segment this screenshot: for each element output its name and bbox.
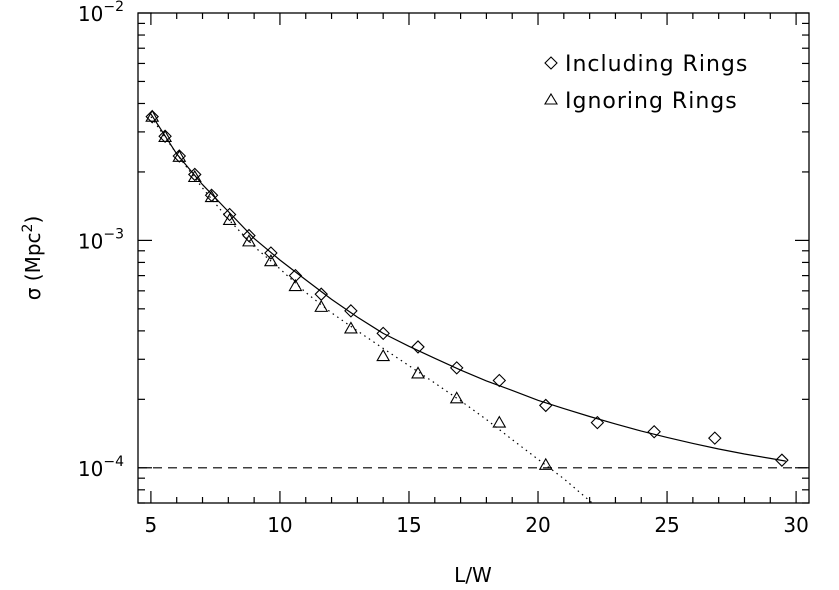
ignoring-rings-point	[449, 391, 464, 404]
including-rings-point	[264, 246, 278, 260]
legend-label-ignoring-rings: Ignoring Rings	[565, 89, 738, 114]
including-rings-point	[145, 109, 159, 124]
including-rings-point	[376, 326, 390, 341]
plot-frame	[137, 12, 810, 504]
x-tick-label: 30	[783, 513, 808, 537]
including-rings-point	[538, 398, 553, 413]
including-rings-point	[647, 424, 661, 439]
ignoring-rings-point	[187, 169, 202, 183]
including-rings-point	[158, 129, 172, 144]
axis-tick-labels: 5 10 15 20 25 30 10−4 10−3 10−2	[78, 0, 809, 537]
x-tick-label: 15	[396, 513, 421, 537]
ignoring-rings-point	[172, 149, 187, 162]
y-tick-label: 10−3	[78, 226, 124, 253]
including-rings-point	[708, 431, 722, 445]
x-axis-title: L/W	[454, 563, 492, 587]
y-tick-label: 10−2	[78, 0, 124, 26]
including-rings-point	[449, 361, 464, 375]
including-rings-point	[775, 453, 789, 467]
ignoring-rings-point	[314, 299, 329, 312]
including-rings-point	[288, 268, 303, 283]
dotted-fit-line	[150, 116, 593, 504]
including-rings-point	[187, 167, 202, 182]
ignoring-rings-point	[288, 278, 303, 292]
x-tick-label: 10	[267, 513, 292, 537]
ignoring-rings-point	[492, 415, 507, 428]
ignoring-rings-point	[204, 190, 219, 203]
including-rings-point	[242, 228, 256, 243]
axis-ticks	[138, 12, 809, 504]
ignoring-rings-point	[158, 129, 173, 143]
ignoring-rings-point	[376, 348, 391, 362]
ignoring-rings-point	[411, 366, 425, 379]
including-rings-point	[222, 207, 237, 222]
fit-lines	[138, 113, 809, 504]
ignoring-rings-point	[222, 212, 237, 225]
ignoring-rings-point	[242, 234, 256, 247]
legend-label-including-rings: Including Rings	[565, 52, 748, 77]
including-rings-point	[411, 340, 425, 354]
x-tick-label: 20	[525, 513, 550, 537]
y-axis-title: σ (Mpc2)	[20, 216, 45, 301]
legend-diamond-marker	[544, 56, 558, 70]
data-markers	[145, 109, 789, 470]
x-tick-label: 25	[654, 513, 679, 537]
ignoring-rings-point	[343, 321, 358, 334]
including-rings-point	[590, 415, 605, 430]
legend: Including Rings Ignoring Rings	[544, 52, 748, 114]
ignoring-rings-point	[145, 109, 160, 122]
legend-triangle-marker	[544, 92, 558, 105]
including-rings-point	[172, 149, 187, 163]
y-tick-label: 10−4	[78, 454, 124, 481]
x-tick-label: 5	[145, 513, 158, 537]
ignoring-rings-point	[538, 457, 553, 470]
solid-fit-line	[150, 113, 786, 462]
including-rings-point	[492, 373, 507, 388]
including-rings-point	[344, 304, 358, 318]
ignoring-rings-point	[263, 254, 278, 267]
